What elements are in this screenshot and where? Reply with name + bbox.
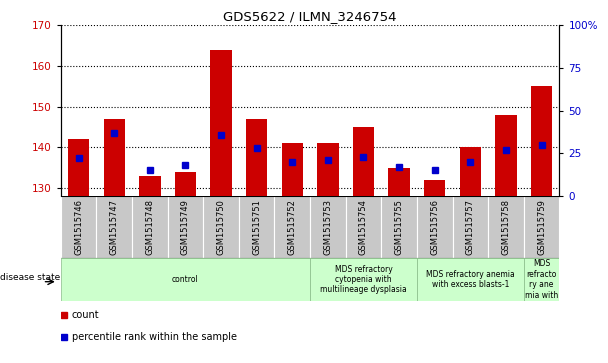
Bar [417, 196, 452, 258]
Bar [282, 143, 303, 196]
Bar [310, 196, 346, 258]
Bar [317, 143, 339, 196]
Bar [346, 196, 381, 258]
Bar [353, 127, 374, 196]
Bar [460, 147, 481, 196]
Text: GSM1515754: GSM1515754 [359, 199, 368, 255]
Bar [417, 258, 523, 301]
Bar [97, 196, 132, 258]
Bar [68, 139, 89, 196]
Bar [389, 168, 410, 196]
Text: GSM1515751: GSM1515751 [252, 199, 261, 255]
Bar [210, 50, 232, 196]
Text: GSM1515752: GSM1515752 [288, 199, 297, 255]
Bar [523, 258, 559, 301]
Text: GSM1515756: GSM1515756 [430, 199, 439, 255]
Bar [139, 176, 161, 196]
Text: GSM1515749: GSM1515749 [181, 199, 190, 255]
Text: GSM1515746: GSM1515746 [74, 199, 83, 255]
Text: GSM1515748: GSM1515748 [145, 199, 154, 255]
Text: percentile rank within the sample: percentile rank within the sample [72, 332, 237, 342]
Text: GSM1515757: GSM1515757 [466, 199, 475, 255]
Text: MDS refractory
cytopenia with
multilineage dysplasia: MDS refractory cytopenia with multilinea… [320, 265, 407, 294]
Title: GDS5622 / ILMN_3246754: GDS5622 / ILMN_3246754 [223, 10, 397, 23]
Bar [488, 196, 523, 258]
Bar [132, 196, 168, 258]
Bar [531, 86, 552, 196]
Bar [424, 180, 446, 196]
Text: MDS
refracto
ry ane
mia with: MDS refracto ry ane mia with [525, 260, 558, 299]
Bar [310, 258, 417, 301]
Text: GSM1515755: GSM1515755 [395, 199, 404, 255]
Text: GSM1515759: GSM1515759 [537, 199, 546, 255]
Bar [239, 196, 274, 258]
Bar [452, 196, 488, 258]
Bar [523, 196, 559, 258]
Text: GSM1515753: GSM1515753 [323, 199, 333, 255]
Bar [381, 196, 417, 258]
Text: GSM1515747: GSM1515747 [109, 199, 119, 255]
Bar [246, 119, 268, 196]
Text: GSM1515758: GSM1515758 [502, 199, 511, 255]
Bar [174, 172, 196, 196]
Text: control: control [172, 275, 199, 284]
Text: MDS refractory anemia
with excess blasts-1: MDS refractory anemia with excess blasts… [426, 270, 515, 289]
Bar [496, 115, 517, 196]
Bar [61, 196, 97, 258]
Bar [103, 119, 125, 196]
Bar [61, 258, 310, 301]
Bar [203, 196, 239, 258]
Text: disease state: disease state [0, 273, 60, 282]
Text: GSM1515750: GSM1515750 [216, 199, 226, 255]
Bar [274, 196, 310, 258]
Text: count: count [72, 310, 99, 319]
Bar [168, 196, 203, 258]
